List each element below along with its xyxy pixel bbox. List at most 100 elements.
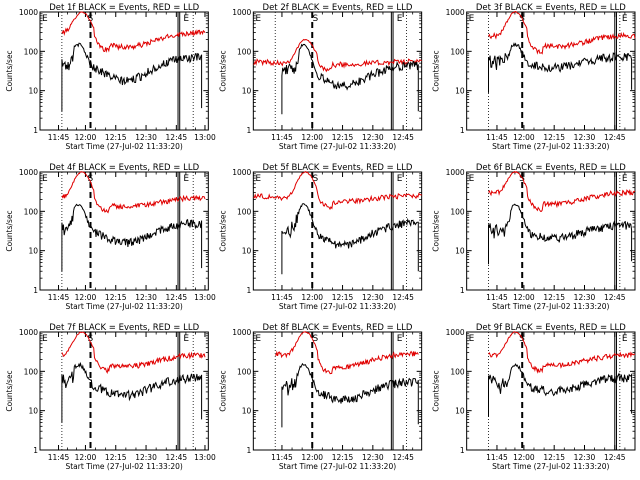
marker-label-e: E xyxy=(622,14,628,24)
marker-label-e: E xyxy=(255,334,261,344)
y-axis-label: Counts/sec xyxy=(432,370,441,411)
panel-title: Det 6f BLACK = Events, RED = LLD xyxy=(476,163,626,173)
events-series-line xyxy=(281,43,419,115)
x-axis-label: Start Time (27-Jul-02 11:33:20) xyxy=(65,462,182,471)
events-series-line xyxy=(281,362,419,428)
marker-label-s: S xyxy=(313,334,319,344)
x-tick-label: 11:45 xyxy=(486,293,508,302)
y-tick-label: 10 xyxy=(455,407,465,416)
x-tick-label: 12:15 xyxy=(105,453,127,462)
marker-label-e: E xyxy=(622,334,628,344)
x-tick-label: 12:15 xyxy=(543,293,565,302)
detector-panel-6: Det 6f BLACK = Events, RED = LLD 1 10 100 10… xyxy=(432,163,636,311)
y-tick-label: 100 xyxy=(237,47,252,56)
y-tick-label: 100 xyxy=(24,47,39,56)
marker-label-e: E xyxy=(183,334,189,344)
events-series-line xyxy=(281,203,419,275)
y-tick-label: 10 xyxy=(242,407,252,416)
x-tick-label: 12:45 xyxy=(392,133,414,142)
y-axis-label: Counts/sec xyxy=(432,50,441,91)
marker-label-e: E xyxy=(622,174,628,184)
lld-series-line xyxy=(274,331,419,375)
events-series-line xyxy=(488,203,633,265)
y-axis-label: Counts/sec xyxy=(218,370,227,411)
x-axis-label: Start Time (27-Jul-02 11:33:20) xyxy=(279,302,396,311)
x-tick-label: 12:30 xyxy=(362,453,384,462)
panel-title: Det 1f BLACK = Events, RED = LLD xyxy=(49,3,199,13)
x-axis-label: Start Time (27-Jul-02 11:33:20) xyxy=(279,462,396,471)
y-tick-label: 1000 xyxy=(19,8,38,17)
panel-title: Det 4f BLACK = Events, RED = LLD xyxy=(49,163,199,173)
y-tick-label: 10 xyxy=(242,247,252,256)
detector-panel-3: Det 3f BLACK = Events, RED = LLD 1 10 100 10… xyxy=(432,3,636,151)
marker-label-s: S xyxy=(87,174,93,184)
x-tick-label: 12:00 xyxy=(513,133,535,142)
events-series-line xyxy=(61,361,203,423)
marker-label-e: E xyxy=(469,334,475,344)
lld-series-line xyxy=(253,170,423,211)
x-tick-label: 11:45 xyxy=(48,133,70,142)
x-tick-label: 11:45 xyxy=(486,453,508,462)
lld-series-line xyxy=(61,171,206,214)
marker-label-e: E xyxy=(255,14,261,24)
detector-panel-4: Det 4f BLACK = Events, RED = LLD 1 10 100 10… xyxy=(5,163,216,311)
y-tick-label: 1 xyxy=(33,446,38,455)
y-tick-label: 1 xyxy=(33,126,38,135)
marker-label-s: S xyxy=(87,14,93,24)
events-series-line xyxy=(488,42,633,93)
x-tick-label: 12:00 xyxy=(301,293,323,302)
x-tick-label: 12:15 xyxy=(105,293,127,302)
marker-label-e: E xyxy=(397,14,403,24)
y-tick-label: 100 xyxy=(24,367,39,376)
panel-title: Det 7f BLACK = Events, RED = LLD xyxy=(49,323,199,333)
y-axis-label: Counts/sec xyxy=(218,210,227,251)
y-tick-label: 1 xyxy=(247,446,252,455)
panel-title: Det 8f BLACK = Events, RED = LLD xyxy=(263,323,413,333)
y-tick-label: 1000 xyxy=(19,168,38,177)
y-tick-label: 100 xyxy=(237,207,252,216)
y-axis-label: Counts/sec xyxy=(432,210,441,251)
x-tick-label: 12:00 xyxy=(301,453,323,462)
marker-label-e: E xyxy=(42,174,48,184)
y-tick-label: 10 xyxy=(455,87,465,96)
y-tick-label: 100 xyxy=(450,47,465,56)
panel-title: Det 9f BLACK = Events, RED = LLD xyxy=(476,323,626,333)
y-tick-label: 1000 xyxy=(446,328,465,337)
x-tick-label: 12:00 xyxy=(75,293,97,302)
x-tick-label: 12:15 xyxy=(332,453,354,462)
x-tick-label: 13:00 xyxy=(194,133,216,142)
x-tick-label: 12:00 xyxy=(75,133,97,142)
x-tick-label: 12:15 xyxy=(332,293,354,302)
y-tick-label: 1 xyxy=(247,286,252,295)
x-axis-label: Start Time (27-Jul-02 11:33:20) xyxy=(65,302,182,311)
marker-label-e: E xyxy=(42,334,48,344)
y-tick-label: 10 xyxy=(28,247,38,256)
lld-series-line xyxy=(488,170,636,212)
x-tick-label: 12:45 xyxy=(604,133,626,142)
x-tick-label: 12:00 xyxy=(75,453,97,462)
x-tick-label: 12:15 xyxy=(332,133,354,142)
events-series-line xyxy=(61,42,203,112)
x-tick-label: 12:15 xyxy=(543,453,565,462)
lld-series-line xyxy=(61,331,206,374)
y-tick-label: 1 xyxy=(460,446,465,455)
plot-frame xyxy=(39,11,209,131)
x-axis-label: Start Time (27-Jul-02 11:33:20) xyxy=(492,462,609,471)
marker-label-e: E xyxy=(469,174,475,184)
y-tick-label: 1000 xyxy=(446,168,465,177)
x-tick-label: 12:00 xyxy=(301,133,323,142)
events-series-line xyxy=(61,203,203,272)
marker-label-e: E xyxy=(469,14,475,24)
lld-series-line xyxy=(488,331,636,374)
marker-label-s: S xyxy=(313,174,319,184)
y-tick-label: 10 xyxy=(455,247,465,256)
x-tick-label: 13:00 xyxy=(194,293,216,302)
y-tick-label: 1000 xyxy=(446,8,465,17)
x-tick-label: 11:45 xyxy=(48,293,70,302)
detector-panel-5: Det 5f BLACK = Events, RED = LLD 1 10 100 10… xyxy=(218,163,423,311)
panel-title: Det 3f BLACK = Events, RED = LLD xyxy=(476,3,626,13)
y-tick-label: 10 xyxy=(28,87,38,96)
x-tick-label: 12:30 xyxy=(362,293,384,302)
x-tick-label: 12:45 xyxy=(166,293,188,302)
y-axis-label: Counts/sec xyxy=(5,50,14,91)
